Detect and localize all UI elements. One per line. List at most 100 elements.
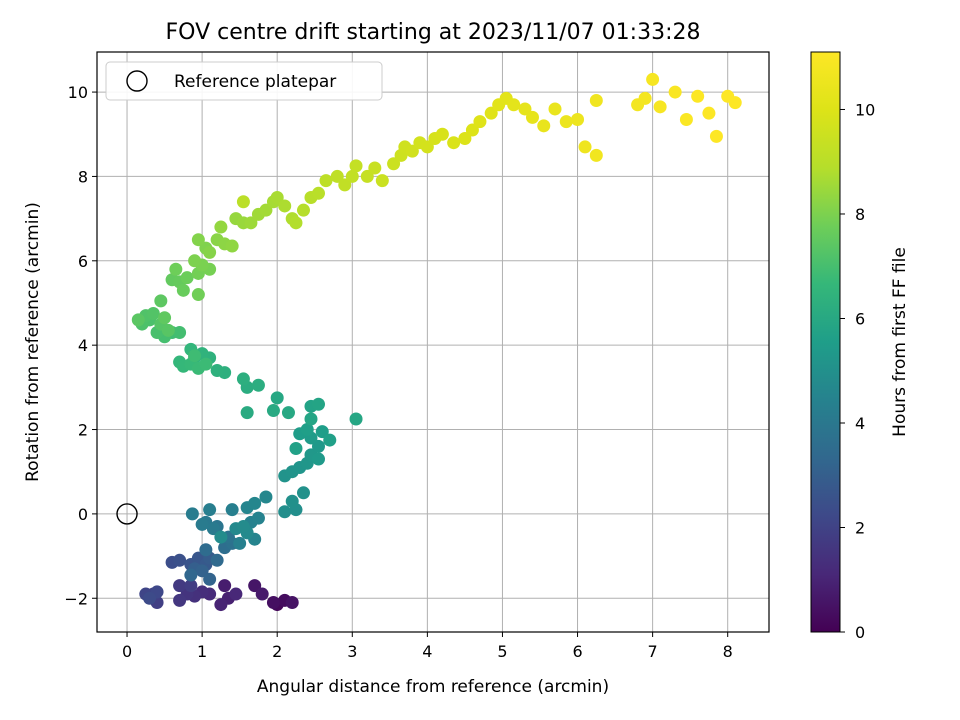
data-point [199, 543, 213, 557]
y-axis-ticks: −2 0 2 4 6 8 10 [64, 83, 97, 608]
data-point [360, 169, 374, 183]
data-points [116, 72, 742, 612]
data-point [214, 220, 228, 234]
colorbar-tick-label: 6 [855, 309, 865, 328]
data-point [330, 169, 344, 183]
data-point [728, 96, 742, 110]
legend-marker-icon [126, 70, 148, 92]
data-point [225, 503, 239, 517]
data-point [278, 505, 292, 519]
data-point [259, 203, 273, 217]
y-tick-label: 10 [68, 83, 88, 102]
y-tick-label: 2 [78, 421, 88, 440]
data-point [311, 439, 325, 453]
data-point [180, 271, 194, 285]
x-tick-label: 1 [197, 642, 207, 661]
data-point [188, 349, 202, 363]
data-point [345, 169, 359, 183]
data-point [311, 452, 325, 466]
data-point [173, 593, 187, 607]
data-point [218, 579, 232, 593]
data-point [559, 115, 573, 129]
data-point [188, 254, 202, 268]
data-point [323, 433, 337, 447]
data-point [233, 536, 247, 550]
data-point [184, 579, 198, 593]
y-axis-label: Rotation from reference (arcmin) [23, 202, 43, 482]
y-tick-label: 0 [78, 505, 88, 524]
data-point [169, 262, 183, 276]
x-axis-ticks: 0 1 2 3 4 5 6 7 8 [122, 632, 733, 661]
colorbar-tick-label: 10 [855, 100, 875, 119]
data-point [473, 115, 487, 129]
data-point [236, 195, 250, 209]
data-point [289, 442, 303, 456]
y-tick-label: 6 [78, 252, 88, 271]
data-point [131, 313, 145, 327]
colorbar-ticks: 0 2 4 6 8 10 [840, 100, 875, 642]
data-point [537, 119, 551, 133]
data-point [173, 326, 187, 340]
data-point [199, 357, 213, 371]
data-point [653, 100, 667, 114]
data-point [176, 283, 190, 297]
data-point [589, 148, 603, 162]
data-point [255, 587, 269, 601]
data-point [154, 294, 168, 308]
data-point [300, 423, 314, 437]
data-point [203, 572, 217, 586]
data-point [191, 288, 205, 302]
data-point [548, 102, 562, 116]
data-point [311, 397, 325, 411]
data-point [206, 522, 220, 536]
data-point [161, 323, 175, 337]
data-point [525, 110, 539, 124]
data-point [315, 425, 329, 439]
data-point [349, 412, 363, 426]
reference-marker-icon [116, 503, 138, 525]
x-tick-label: 5 [497, 642, 507, 661]
data-point [203, 245, 217, 259]
data-point [709, 129, 723, 143]
data-point [447, 136, 461, 150]
data-point [296, 486, 310, 500]
data-point [507, 98, 521, 112]
data-point [338, 178, 352, 192]
x-tick-label: 6 [572, 642, 582, 661]
data-point [702, 106, 716, 120]
data-point [679, 112, 693, 126]
data-point [214, 598, 228, 612]
x-axis-label: Angular distance from reference (arcmin) [257, 677, 609, 697]
data-point [638, 91, 652, 105]
y-tick-label: 8 [78, 167, 88, 186]
data-point [465, 123, 479, 137]
data-point [214, 530, 228, 544]
data-point [484, 106, 498, 120]
data-point [518, 102, 532, 116]
data-point [646, 72, 660, 86]
data-point [458, 131, 472, 145]
legend-label: Reference platepar [174, 72, 336, 92]
colorbar-gradient [810, 51, 841, 633]
data-point [240, 406, 254, 420]
data-point [571, 112, 585, 126]
legend-box [105, 61, 383, 101]
data-point [195, 564, 209, 578]
data-point [270, 391, 284, 405]
data-point [173, 579, 187, 593]
data-point [251, 378, 265, 392]
colorbar-label: Hours from first FF file [890, 247, 910, 437]
colorbar-tick-label: 8 [855, 205, 865, 224]
data-point [146, 307, 160, 321]
data-point [319, 174, 333, 188]
data-point [368, 161, 382, 175]
data-point [304, 412, 318, 426]
legend: Reference platepar [105, 61, 383, 101]
data-point [184, 568, 198, 582]
x-tick-label: 2 [272, 642, 282, 661]
data-point [248, 579, 262, 593]
data-point [420, 140, 434, 154]
data-point [195, 517, 209, 531]
colorbar-tick-label: 4 [855, 414, 865, 433]
